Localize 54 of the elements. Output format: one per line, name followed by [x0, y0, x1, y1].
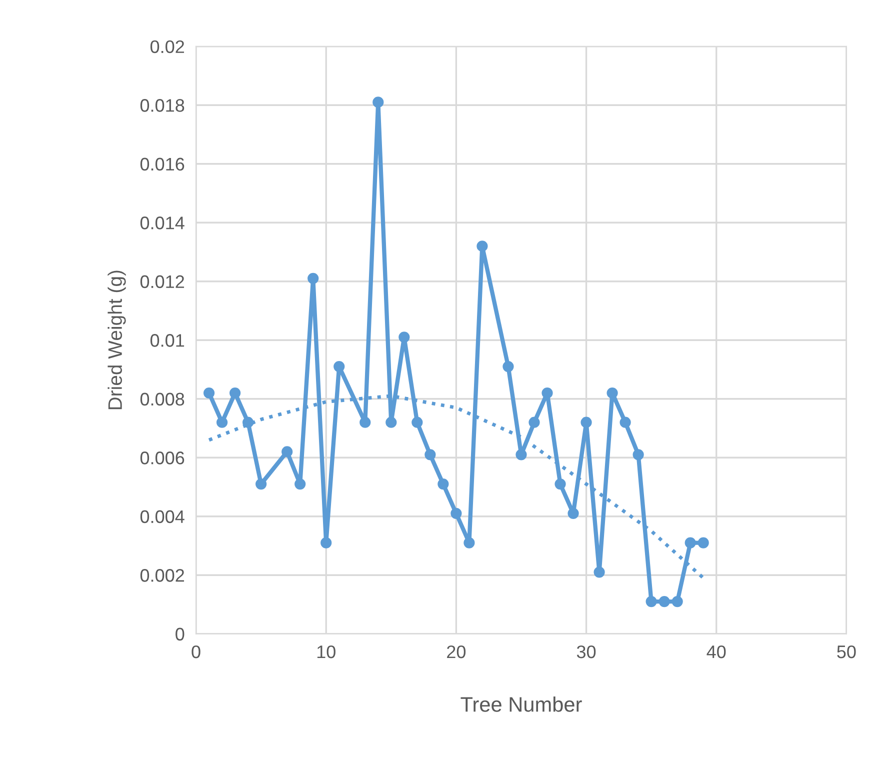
- point: [606, 387, 618, 399]
- x-tick-label: 30: [576, 645, 596, 658]
- point: [594, 566, 605, 578]
- y-tick-label: 0.012: [140, 275, 184, 288]
- point: [502, 361, 514, 372]
- y-tick-label: 0.02: [150, 40, 184, 54]
- point: [528, 416, 540, 428]
- point: [568, 508, 579, 519]
- point: [554, 478, 566, 490]
- point: [464, 537, 475, 548]
- point: [620, 416, 631, 428]
- y-axis-title: Dried Weight (g): [108, 270, 126, 410]
- point: [320, 537, 332, 548]
- point: [542, 387, 553, 399]
- y-tick-label: 0.016: [140, 158, 184, 171]
- x-tick-label: 10: [317, 645, 336, 658]
- x-tick-label: 50: [837, 645, 856, 658]
- point: [658, 596, 670, 608]
- x-tick-label: 0: [192, 645, 200, 658]
- point: [698, 537, 709, 548]
- point: [203, 387, 215, 399]
- point: [438, 478, 449, 490]
- point: [476, 240, 488, 252]
- point: [632, 449, 644, 460]
- point: [412, 416, 423, 428]
- point: [360, 416, 371, 428]
- y-tick-label: 0.008: [140, 392, 184, 406]
- y-tick-label: 0.006: [140, 452, 184, 464]
- point: [216, 416, 228, 428]
- y-tick-label: 0.004: [140, 510, 184, 524]
- y-tick-label: 0.002: [140, 569, 184, 582]
- y-tick-label: 0.014: [140, 216, 184, 230]
- point: [372, 96, 384, 108]
- point: [334, 361, 345, 372]
- point: [282, 446, 293, 458]
- point: [294, 478, 306, 490]
- point: [308, 272, 319, 284]
- point: [256, 478, 267, 490]
- point: [684, 537, 696, 548]
- x-axis-title: Tree Number: [460, 696, 582, 712]
- x-tick-label: 40: [706, 645, 726, 658]
- point: [580, 416, 592, 428]
- point: [398, 332, 410, 343]
- point: [229, 387, 241, 399]
- point: [672, 596, 683, 608]
- y-tick-label: 0.01: [150, 334, 184, 347]
- y-tick-label: 0.018: [140, 99, 184, 112]
- point: [516, 449, 527, 460]
- point: [450, 508, 462, 519]
- x-tick-label: 20: [447, 645, 466, 658]
- point: [424, 449, 436, 460]
- y-tick-label: 0: [176, 628, 184, 641]
- point: [646, 596, 657, 608]
- point: [386, 416, 397, 428]
